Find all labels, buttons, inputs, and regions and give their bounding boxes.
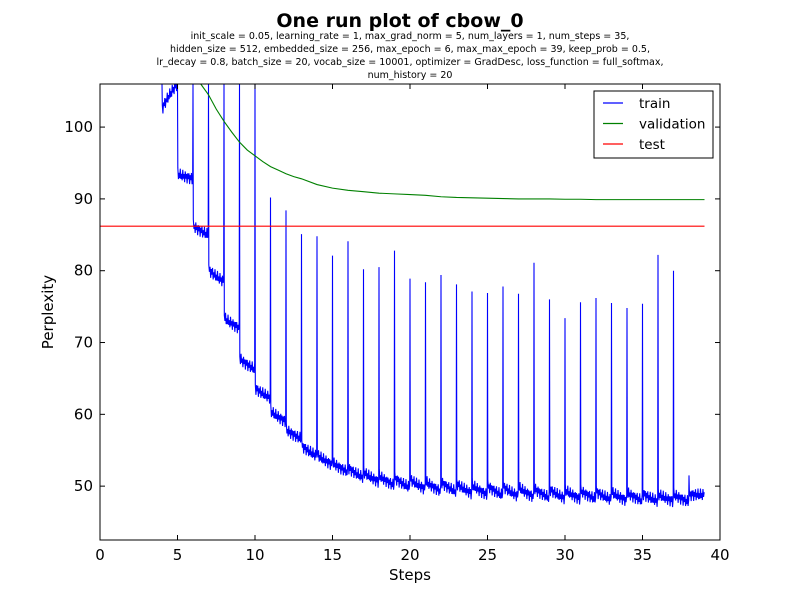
series-validation-line — [189, 84, 705, 201]
y-axis: 50 60 70 80 90 100 — [64, 118, 720, 495]
legend-label-test: test — [639, 137, 665, 153]
x-tick-label: 20 — [400, 546, 419, 564]
y-tick-label: 60 — [74, 405, 93, 423]
x-tick-label: 10 — [245, 546, 264, 564]
chart-title: One run plot of cbow_0 — [276, 10, 523, 32]
legend-label-validation: validation — [639, 117, 705, 133]
x-tick-label: 15 — [323, 546, 342, 564]
y-tick-label: 70 — [74, 334, 93, 352]
legend-box — [593, 90, 714, 159]
y-tick-label: 80 — [74, 262, 93, 280]
x-axis-label: Steps — [389, 566, 431, 584]
chart-subtitle-line: init_scale = 0.05, learning_rate = 1, ma… — [191, 31, 630, 42]
x-tick-label: 0 — [95, 546, 105, 564]
y-axis-label: Perplexity — [39, 275, 57, 349]
series-layer — [100, 84, 705, 508]
legend-label-train: train — [639, 96, 670, 112]
x-tick-label: 5 — [173, 546, 183, 564]
x-axis: 0 5 10 15 20 25 30 35 40 — [95, 84, 730, 564]
x-tick-label: 40 — [710, 546, 729, 564]
x-tick-label: 30 — [555, 546, 574, 564]
y-tick-label: 100 — [64, 118, 93, 136]
chart-subtitle-line: lr_decay = 0.8, batch_size = 20, vocab_s… — [156, 57, 663, 68]
x-tick-label: 35 — [633, 546, 652, 564]
legend: train validation test — [593, 90, 714, 159]
chart-subtitle-line: hidden_size = 512, embedded_size = 256, … — [170, 44, 650, 55]
y-tick-label: 90 — [74, 190, 93, 208]
series-train-line — [161, 84, 705, 508]
chart-subtitle-line: num_history = 20 — [368, 70, 453, 81]
x-tick-label: 25 — [478, 546, 497, 564]
y-tick-label: 50 — [74, 477, 93, 495]
